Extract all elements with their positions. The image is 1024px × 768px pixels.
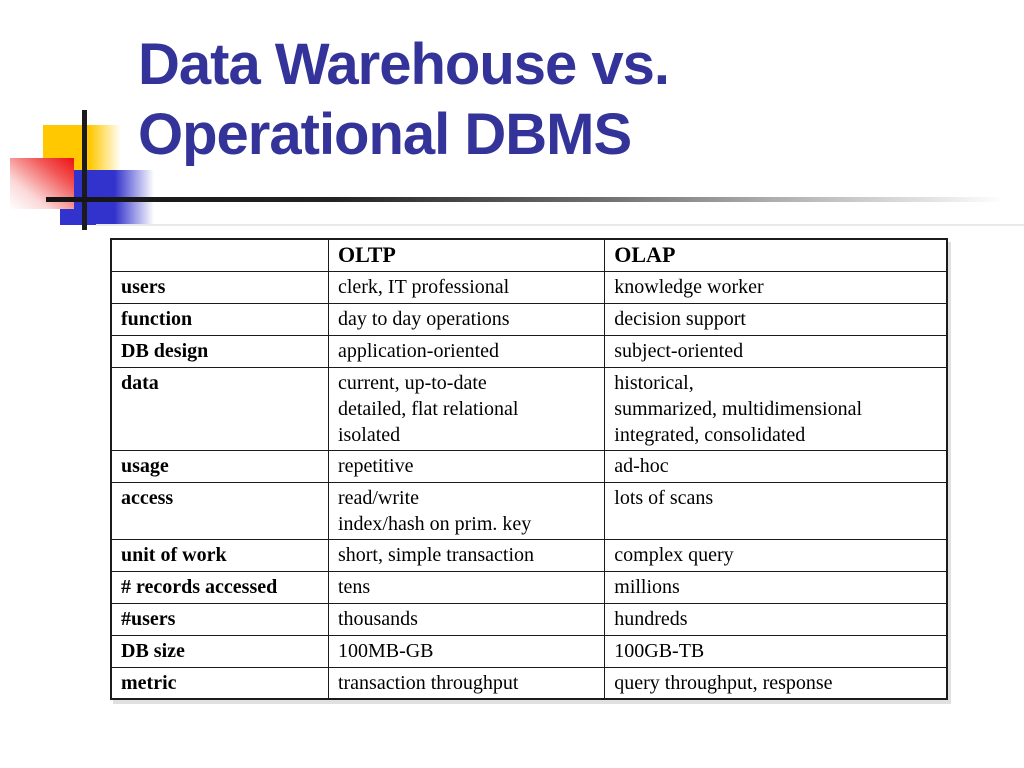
table-row: data current, up-to-date detailed, flat r… xyxy=(110,366,948,451)
row-label: usage xyxy=(110,449,329,483)
table-row: # records accessed tens millions xyxy=(110,570,948,604)
oltp-cell: short, simple transaction xyxy=(327,538,606,572)
olap-cell: complex query xyxy=(604,538,948,572)
olap-cell: 100GB-TB xyxy=(604,634,948,668)
oltp-cell: day to day operations xyxy=(327,302,606,336)
row-label: unit of work xyxy=(110,538,329,572)
row-label: access xyxy=(110,481,329,540)
oltp-cell: repetitive xyxy=(327,449,606,483)
row-label: metric xyxy=(110,666,329,700)
table-row: DB size 100MB-GB 100GB-TB xyxy=(110,634,948,668)
row-label: # records accessed xyxy=(110,570,329,604)
title-underline-shadow xyxy=(96,224,1024,226)
header-oltp: OLTP xyxy=(327,238,606,272)
oltp-cell: tens xyxy=(327,570,606,604)
olap-cell: knowledge worker xyxy=(604,270,948,304)
table-row: function day to day operations decision su… xyxy=(110,302,948,336)
row-label: #users xyxy=(110,602,329,636)
page-title: Data Warehouse vs. Operational DBMS xyxy=(138,32,670,167)
table-row: #users thousands hundreds xyxy=(110,602,948,636)
row-label: function xyxy=(110,302,329,336)
header-olap: OLAP xyxy=(604,238,948,272)
olap-cell: millions xyxy=(604,570,948,604)
table-row: metric transaction throughput query throug… xyxy=(110,666,948,700)
table-row: unit of work short, simple transaction com… xyxy=(110,538,948,572)
oltp-cell: thousands xyxy=(327,602,606,636)
table-row: users clerk, IT professional knowledge wor… xyxy=(110,270,948,304)
decor-vertical-line xyxy=(82,110,87,230)
comparison-table: OLTP OLAP users clerk, IT professional kno… xyxy=(110,238,948,700)
olap-cell: subject-oriented xyxy=(604,334,948,368)
olap-cell: historical, summarized, multidimensional… xyxy=(604,366,948,451)
oltp-cell: application-oriented xyxy=(327,334,606,368)
row-label: users xyxy=(110,270,329,304)
oltp-cell: 100MB-GB xyxy=(327,634,606,668)
oltp-cell: current, up-to-date detailed, flat relat… xyxy=(327,366,606,451)
oltp-cell: clerk, IT professional xyxy=(327,270,606,304)
oltp-cell: transaction throughput xyxy=(327,666,606,700)
table-row: access read/write index/hash on prim. key… xyxy=(110,481,948,540)
table-row: DB design application-oriented subject-ori… xyxy=(110,334,948,368)
oltp-cell: read/write index/hash on prim. key xyxy=(327,481,606,540)
table-row: usage repetitive ad-hoc xyxy=(110,449,948,483)
olap-cell: hundreds xyxy=(604,602,948,636)
olap-cell: lots of scans xyxy=(604,481,948,540)
title-underline xyxy=(46,197,1004,202)
row-label: DB design xyxy=(110,334,329,368)
olap-cell: query throughput, response xyxy=(604,666,948,700)
olap-cell: decision support xyxy=(604,302,948,336)
comparison-table-body: users clerk, IT professional knowledge wor… xyxy=(110,270,948,700)
header-empty-cell xyxy=(110,238,329,272)
olap-cell: ad-hoc xyxy=(604,449,948,483)
table-header-row: OLTP OLAP xyxy=(110,238,948,272)
row-label: DB size xyxy=(110,634,329,668)
row-label: data xyxy=(110,366,329,451)
